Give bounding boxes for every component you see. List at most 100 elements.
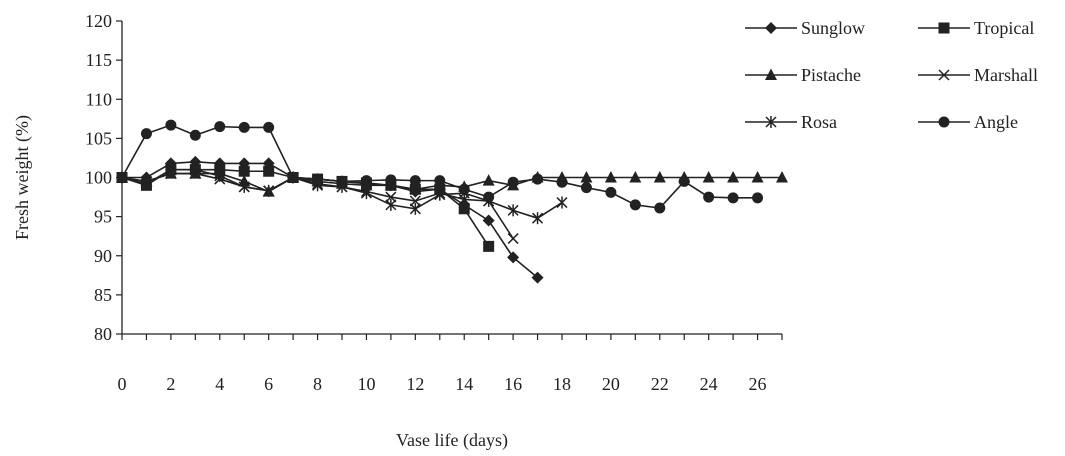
data-point-marshall — [507, 233, 519, 245]
legend-item-tropical: Tropical — [918, 18, 1034, 38]
legend-label-marshall: Marshall — [974, 65, 1038, 85]
y-axis-label: Fresh weight (%) — [12, 115, 33, 240]
data-point-pistache — [629, 171, 642, 183]
data-point-angle — [287, 172, 299, 183]
data-point-angle — [140, 128, 152, 140]
data-point-rosa — [385, 198, 397, 211]
legend-item-pistache: Pistache — [745, 65, 861, 85]
x-tick-label: 22 — [651, 374, 669, 394]
legend-item-marshall: Marshall — [918, 65, 1038, 85]
x-tick-label: 2 — [166, 374, 175, 394]
data-point-angle — [312, 173, 324, 185]
y-tick-label: 90 — [94, 246, 112, 266]
legend-marker-marshall — [938, 69, 950, 81]
data-point-angle — [752, 192, 764, 204]
data-point-rosa — [556, 196, 568, 209]
data-point-rosa — [263, 184, 275, 197]
data-point-pistache — [580, 171, 593, 183]
y-tick-label: 100 — [85, 168, 112, 188]
data-point-angle — [629, 199, 641, 211]
data-point-angle — [165, 119, 177, 131]
data-point-tropical — [263, 165, 275, 177]
series-sunglow — [116, 155, 544, 284]
x-tick-label: 16 — [504, 374, 522, 394]
x-tick-label: 0 — [118, 374, 127, 394]
y-tick-label: 120 — [85, 11, 112, 31]
legend-label-tropical: Tropical — [974, 18, 1034, 38]
data-point-rosa — [409, 202, 421, 215]
legend-item-rosa: Rosa — [745, 112, 837, 132]
axes: 80 85 90 95 100 105 110 115 120 0 2 4 6 8 10 12 14 16 18 20… — [85, 11, 783, 394]
data-point-tropical — [483, 240, 495, 252]
data-point-rosa — [140, 177, 152, 190]
data-point-angle — [336, 175, 348, 187]
data-point-pistache — [702, 171, 715, 183]
y-tick-label: 110 — [86, 89, 112, 109]
data-point-tropical — [238, 165, 250, 177]
x-tick-label: 6 — [264, 374, 273, 394]
data-point-angle — [116, 172, 128, 183]
data-point-pistache — [751, 171, 764, 183]
series-layer — [116, 119, 788, 284]
x-tick-label: 10 — [357, 374, 375, 394]
data-point-sunglow — [482, 214, 495, 227]
y-tick-label: 105 — [85, 128, 112, 148]
data-point-sunglow — [531, 271, 544, 284]
x-tick-label: 12 — [406, 374, 424, 394]
legend-item-angle: Angle — [918, 112, 1018, 132]
x-tick-label: 26 — [749, 374, 767, 394]
data-point-rosa — [507, 204, 519, 217]
series-rosa — [116, 163, 568, 225]
data-point-pistache — [409, 182, 422, 195]
data-point-angle — [532, 173, 544, 185]
x-tick-label: 18 — [553, 374, 571, 394]
data-point-marshall — [385, 191, 397, 203]
data-point-angle — [556, 176, 568, 188]
y-tick-label: 85 — [94, 285, 112, 305]
legend-label-sunglow: Sunglow — [801, 18, 865, 38]
data-point-angle — [360, 175, 372, 187]
data-point-tropical — [458, 203, 470, 215]
y-tick-label: 115 — [86, 50, 112, 70]
y-tick-label: 80 — [94, 324, 112, 344]
data-point-angle — [703, 191, 715, 203]
data-point-angle — [189, 129, 201, 141]
legend-marker-pistache — [765, 68, 777, 80]
legend-marker-rosa — [765, 116, 777, 128]
data-point-pistache — [776, 171, 788, 183]
data-point-angle — [238, 121, 250, 133]
x-tick-label: 8 — [313, 374, 322, 394]
legend-label-rosa: Rosa — [801, 112, 837, 132]
legend-marker-angle — [938, 116, 950, 128]
data-point-angle — [409, 175, 421, 187]
data-point-rosa — [214, 169, 226, 182]
data-point-angle — [580, 182, 592, 194]
data-point-angle — [654, 202, 666, 214]
data-point-rosa — [360, 187, 372, 200]
data-point-angle — [214, 121, 226, 133]
data-point-angle — [727, 192, 739, 204]
data-point-angle — [605, 186, 617, 198]
x-tick-label: 24 — [700, 374, 718, 394]
data-point-angle — [507, 176, 519, 188]
data-point-angle — [678, 175, 690, 187]
y-tick-label: 95 — [94, 207, 112, 227]
data-point-pistache — [482, 174, 495, 186]
series-angle — [116, 119, 764, 214]
data-point-pistache — [727, 171, 740, 183]
legend: Sunglow Tropical Pistache Marshall Rosa Angle — [745, 18, 1038, 132]
legend-label-angle: Angle — [974, 112, 1018, 132]
series-line-sunglow — [122, 161, 539, 279]
data-point-pistache — [653, 171, 666, 183]
legend-marker-sunglow — [765, 22, 777, 34]
data-point-angle — [434, 175, 446, 187]
data-point-rosa — [165, 163, 177, 176]
data-point-sunglow — [507, 251, 520, 264]
x-tick-label: 14 — [455, 374, 473, 394]
data-point-angle — [263, 121, 275, 133]
data-point-angle — [483, 191, 495, 203]
series-line-pistache — [121, 172, 782, 193]
legend-label-pistache: Pistache — [801, 65, 861, 85]
x-tick-label: 20 — [602, 374, 620, 394]
